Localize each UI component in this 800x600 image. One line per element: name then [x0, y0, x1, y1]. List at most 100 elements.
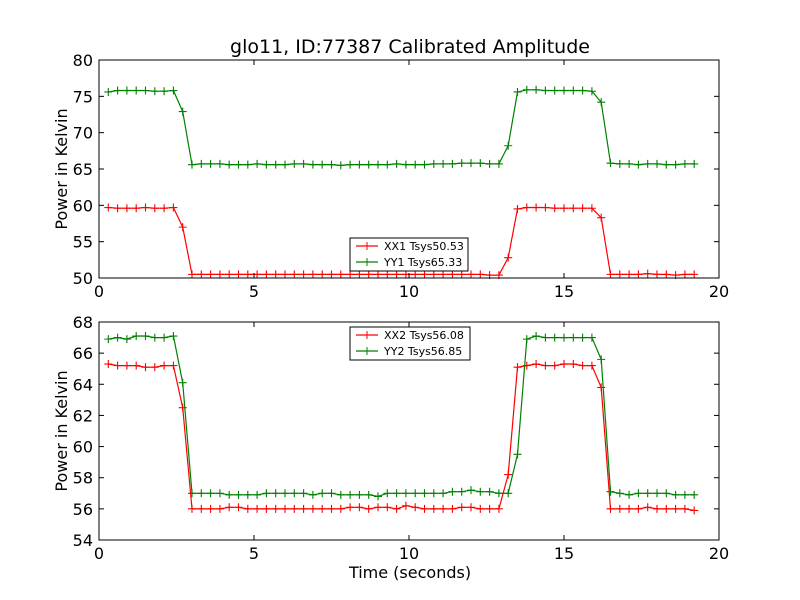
data-point — [364, 504, 373, 513]
data-point — [355, 490, 364, 499]
x-tick-label: 10 — [399, 544, 419, 563]
data-point — [374, 503, 382, 512]
data-point — [476, 504, 485, 513]
data-point — [160, 361, 169, 370]
data-point — [420, 489, 429, 498]
data-point — [281, 270, 289, 279]
data-point — [336, 504, 345, 513]
data-point — [188, 489, 196, 498]
y-tick-label: 60 — [73, 438, 93, 457]
x-tick-label: 15 — [554, 544, 574, 563]
data-point — [150, 204, 159, 213]
data-point — [680, 270, 689, 279]
x-tick-label: 5 — [249, 282, 259, 301]
data-point — [606, 270, 615, 279]
data-point — [383, 503, 392, 512]
data-point — [234, 490, 243, 499]
data-point — [299, 489, 308, 498]
data-point — [206, 504, 215, 513]
data-point — [392, 270, 401, 279]
data-point — [271, 489, 280, 498]
data-point — [401, 489, 410, 498]
bottom-series-line-0 — [108, 363, 695, 511]
legend-label-xx1: XX1 Tsys50.53 — [384, 240, 464, 253]
data-point — [104, 335, 113, 344]
data-point — [364, 270, 373, 279]
data-point — [234, 160, 243, 169]
data-point — [550, 204, 559, 213]
data-point — [448, 270, 457, 279]
data-point — [634, 270, 643, 279]
data-point — [522, 85, 531, 94]
data-point — [104, 360, 113, 369]
data-point — [206, 159, 215, 168]
data-point — [485, 159, 494, 168]
data-point — [411, 270, 420, 279]
data-point — [169, 332, 178, 341]
data-point — [308, 270, 317, 279]
data-point — [122, 361, 131, 370]
data-point — [578, 86, 587, 95]
data-point — [522, 335, 531, 344]
bottom-subplot: 0 5 10 15 20 54 56 58 60 62 64 66 68 Power in Kelvin… — [52, 313, 729, 563]
data-point — [262, 160, 271, 169]
data-point — [439, 159, 448, 168]
data-point — [625, 159, 634, 168]
data-point — [606, 159, 615, 168]
data-point — [560, 204, 568, 213]
data-point — [569, 360, 578, 369]
data-point — [318, 270, 327, 279]
data-point — [560, 333, 568, 342]
data-point — [439, 489, 448, 498]
data-point — [327, 270, 336, 279]
data-point — [457, 270, 466, 279]
data-point — [467, 159, 475, 168]
data-point — [643, 159, 652, 168]
data-point — [308, 504, 317, 513]
data-point — [215, 504, 224, 513]
data-point — [150, 363, 159, 372]
data-point — [188, 160, 196, 169]
data-point — [401, 160, 410, 169]
data-point — [355, 270, 364, 279]
data-point — [104, 203, 113, 212]
data-point — [429, 270, 438, 279]
data-point — [122, 335, 131, 344]
data-point — [188, 270, 196, 279]
top-series-line-0 — [108, 206, 695, 276]
y-tick-label: 55 — [73, 233, 93, 252]
data-point — [634, 504, 643, 513]
legend-label-xx2: XX2 Tsys56.08 — [384, 329, 464, 342]
y-tick-label: 50 — [73, 269, 93, 288]
data-point — [215, 489, 224, 498]
data-point — [215, 270, 224, 279]
data-point — [653, 504, 661, 513]
data-point — [122, 86, 131, 95]
data-point — [141, 86, 150, 95]
data-point — [132, 332, 141, 341]
data-point — [113, 361, 122, 370]
data-point — [411, 160, 420, 169]
data-point — [327, 160, 336, 169]
top-y-axis-label: Power in Kelvin — [52, 108, 71, 229]
data-point — [104, 87, 113, 96]
data-point — [392, 504, 401, 513]
data-point — [634, 160, 643, 169]
data-point — [690, 159, 699, 168]
data-point — [243, 490, 252, 499]
data-point — [141, 332, 150, 341]
data-point — [578, 333, 587, 342]
top-series-line-1 — [108, 89, 695, 167]
data-point — [262, 489, 271, 498]
data-point — [587, 361, 596, 370]
data-point — [262, 504, 271, 513]
data-point — [243, 160, 252, 169]
data-point — [374, 492, 382, 501]
data-point — [448, 504, 457, 513]
data-point — [318, 489, 327, 498]
data-point — [281, 160, 289, 169]
data-point — [132, 204, 141, 213]
y-tick-label: 66 — [73, 344, 93, 363]
